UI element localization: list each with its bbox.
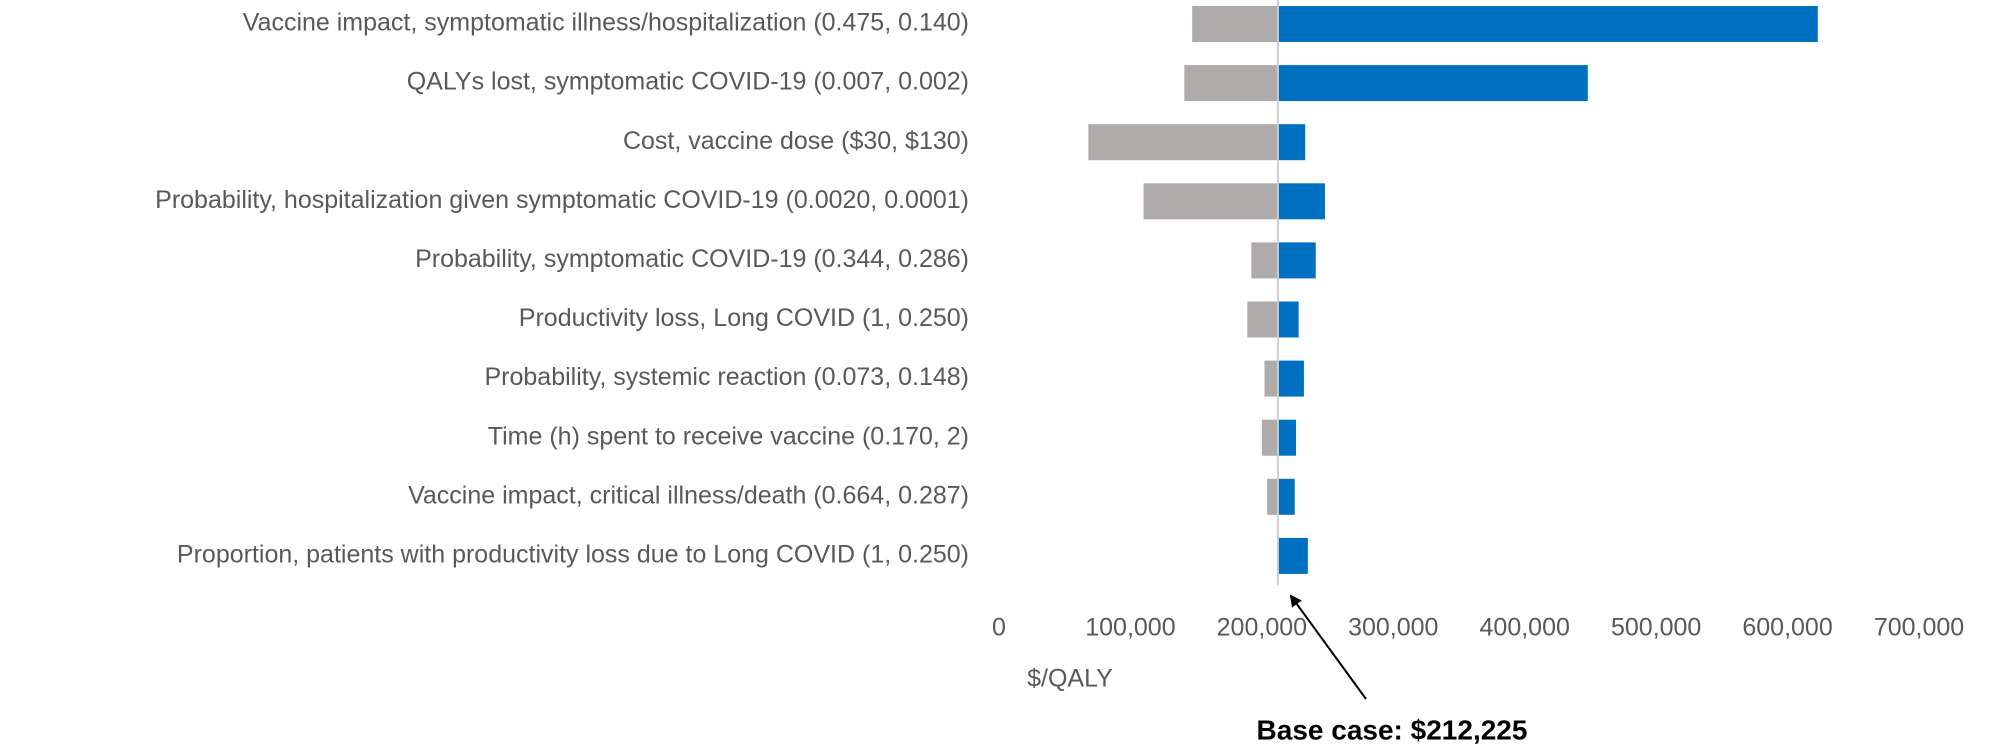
- x-tick-label: 100,000: [1085, 614, 1175, 642]
- category-label: Cost, vaccine dose ($30, $130): [623, 127, 969, 155]
- bar: [1143, 183, 1278, 220]
- category-label: Vaccine impact, symptomatic illness/hosp…: [243, 9, 969, 37]
- annotation: Base case: $212,225: [1257, 714, 1528, 745]
- x-tick-label: 200,000: [1217, 614, 1307, 642]
- bar: [1267, 478, 1278, 515]
- bar: [1184, 65, 1278, 102]
- x-tick-label: 0: [992, 614, 1006, 642]
- x-tick-label: 600,000: [1742, 614, 1832, 642]
- bar: [1277, 478, 1295, 515]
- x-tick-label: 300,000: [1348, 614, 1438, 642]
- x-tick-label: 700,000: [1874, 614, 1964, 642]
- bar: [1251, 242, 1278, 279]
- bar: [1264, 360, 1278, 397]
- bar: [1261, 419, 1278, 456]
- bar: [1277, 65, 1588, 102]
- category-label: Probability, hospitalization given sympt…: [155, 186, 969, 214]
- annotation-arrow: [1289, 594, 1367, 700]
- category-label: Productivity loss, Long COVID (1, 0.250): [519, 304, 969, 332]
- category-label: Probability, symptomatic COVID-19 (0.344…: [415, 245, 969, 273]
- category-label: Proportion, patients with productivity l…: [177, 541, 969, 569]
- bar: [1277, 6, 1818, 42]
- bar: [1277, 360, 1304, 397]
- bar: [1247, 301, 1278, 338]
- bar: [1277, 301, 1299, 338]
- bar: [1277, 183, 1325, 220]
- bar: [1088, 124, 1278, 161]
- bar: [1192, 6, 1278, 42]
- bar: [1277, 242, 1316, 279]
- category-label: Time (h) spent to receive vaccine (0.170…: [488, 422, 969, 450]
- category-label: QALYs lost, symptomatic COVID-19 (0.007,…: [407, 68, 969, 96]
- x-tick-label: 400,000: [1480, 614, 1570, 642]
- x-axis-label: $/QALY: [1027, 665, 1113, 693]
- bar: [1277, 537, 1308, 574]
- category-label: Probability, systemic reaction (0.073, 0…: [485, 363, 970, 391]
- bar: [1277, 419, 1297, 456]
- x-tick-label: 500,000: [1611, 614, 1701, 642]
- bar: [1277, 124, 1306, 161]
- category-label: Vaccine impact, critical illness/death (…: [408, 481, 969, 509]
